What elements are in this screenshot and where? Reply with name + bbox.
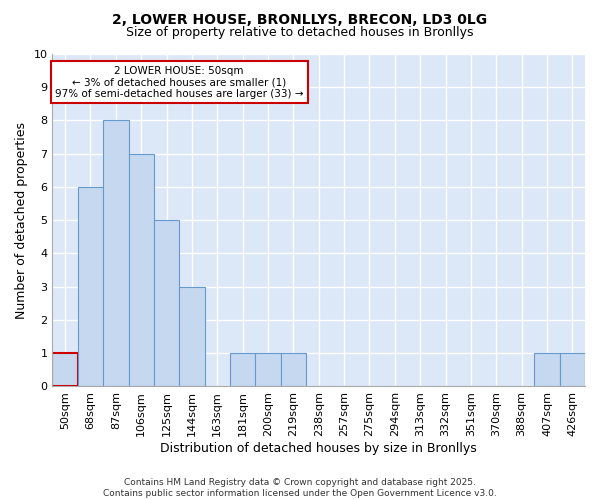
Bar [281,353,306,386]
Bar [78,187,103,386]
Bar [128,154,154,386]
Bar [534,353,560,386]
X-axis label: Distribution of detached houses by size in Bronllys: Distribution of detached houses by size … [160,442,477,455]
Bar [230,353,256,386]
Text: Contains HM Land Registry data © Crown copyright and database right 2025.
Contai: Contains HM Land Registry data © Crown c… [103,478,497,498]
Bar [560,353,585,386]
Bar [179,286,205,386]
Bar [52,353,78,386]
Y-axis label: Number of detached properties: Number of detached properties [15,122,28,318]
Text: 2 LOWER HOUSE: 50sqm
← 3% of detached houses are smaller (1)
97% of semi-detache: 2 LOWER HOUSE: 50sqm ← 3% of detached ho… [55,66,304,99]
Text: 2, LOWER HOUSE, BRONLLYS, BRECON, LD3 0LG: 2, LOWER HOUSE, BRONLLYS, BRECON, LD3 0L… [112,12,488,26]
Bar [103,120,128,386]
Bar [256,353,281,386]
Bar [154,220,179,386]
Text: Size of property relative to detached houses in Bronllys: Size of property relative to detached ho… [126,26,474,39]
